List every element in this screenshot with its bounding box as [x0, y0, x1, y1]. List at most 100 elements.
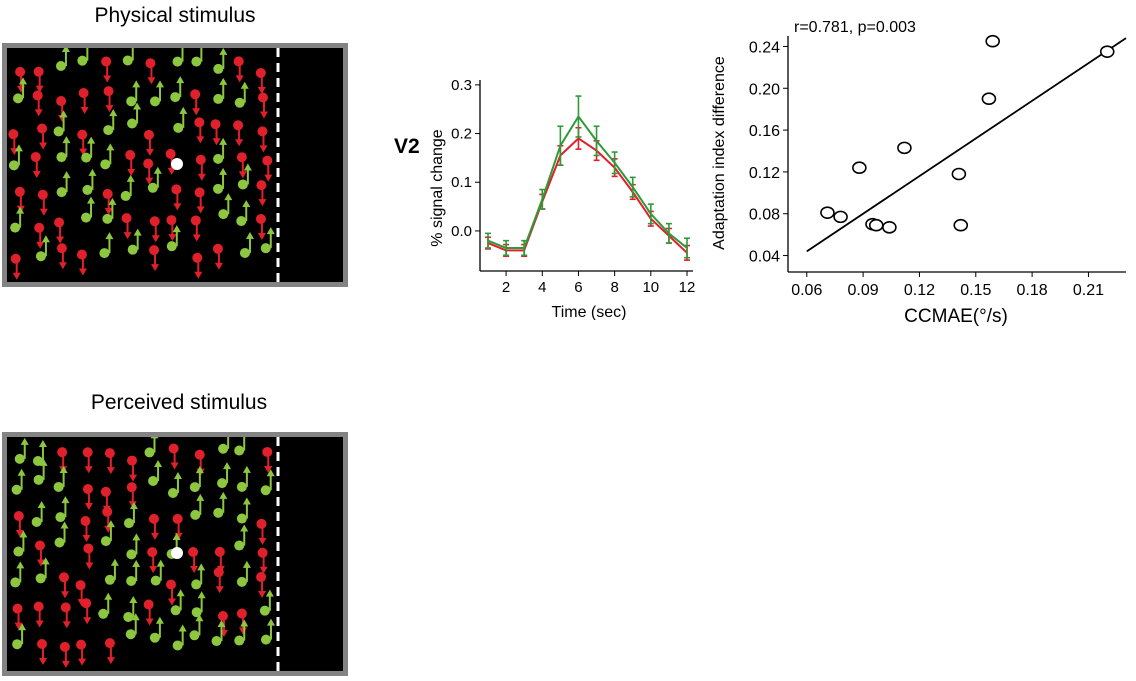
physical-stimulus-dots — [8, 48, 280, 282]
green-dot-arrow — [126, 80, 141, 107]
arrow-head — [258, 199, 267, 207]
dot — [189, 630, 200, 641]
dot — [103, 86, 114, 97]
perceived-stimulus-dots — [10, 437, 280, 671]
green-dot-arrow — [12, 623, 27, 650]
green-dot-arrow — [150, 559, 165, 586]
red-dot-arrow — [76, 249, 87, 276]
dot — [8, 129, 19, 140]
red-dot-arrow — [127, 455, 138, 482]
arrow-head — [196, 206, 205, 214]
green-dot-arrow — [98, 592, 113, 619]
arrow-head — [18, 623, 27, 631]
arrow-head — [264, 174, 273, 182]
arrow-head — [154, 459, 163, 467]
dot — [56, 152, 67, 163]
arrow-head — [56, 236, 65, 244]
dot — [37, 123, 48, 134]
red-dot-arrow — [257, 92, 268, 119]
dot — [236, 576, 247, 587]
arrow-head — [266, 469, 275, 477]
green-dot-arrow — [260, 469, 275, 496]
arrow-head — [170, 462, 179, 470]
arrow-head — [133, 102, 142, 110]
green-dot-arrow — [236, 465, 251, 492]
arrow-head — [223, 462, 232, 470]
timecourse-series-1-line — [487, 137, 688, 254]
v2-region-label: V2 — [394, 135, 420, 158]
arrow-head — [104, 592, 113, 600]
arrow-head — [123, 232, 132, 240]
arrow-head — [110, 558, 119, 566]
arrow-head — [176, 589, 185, 597]
dot — [125, 150, 136, 161]
arrow-head — [196, 136, 205, 144]
dot — [12, 639, 23, 650]
arrow-head — [129, 474, 138, 482]
arrow-head — [242, 560, 251, 568]
arrow-head — [59, 110, 68, 118]
red-dot-arrow — [255, 213, 266, 240]
arrow-head — [106, 467, 115, 475]
green-dot-arrow — [147, 166, 162, 193]
y-tick-label: 0.12 — [749, 165, 780, 182]
arrow-head — [80, 106, 89, 114]
dot — [59, 641, 70, 652]
timecourse-series — [485, 95, 690, 261]
y-tick-label: 0.24 — [749, 39, 780, 56]
dot — [211, 636, 222, 647]
dot — [256, 572, 267, 583]
dot — [123, 611, 134, 622]
arrow-head — [259, 145, 268, 153]
dot — [259, 605, 270, 616]
arrow-head — [150, 532, 159, 540]
y-tick-label: 0.0 — [451, 223, 472, 240]
dot — [33, 601, 44, 612]
dot — [260, 485, 271, 496]
y-tick-label: 0.04 — [749, 249, 780, 266]
green-dot-arrow — [56, 171, 71, 198]
timecourse-series-2-errorbar — [503, 239, 510, 257]
arrow-head — [245, 231, 254, 239]
arrow-head — [41, 557, 50, 565]
arrow-head — [167, 167, 176, 175]
red-dot-arrow — [102, 188, 113, 215]
arrow-head — [19, 77, 28, 85]
green-dot-arrow — [10, 561, 25, 588]
dot — [260, 243, 271, 254]
arrow-head — [34, 109, 43, 117]
red-dot-arrow — [32, 90, 43, 117]
dot — [148, 475, 159, 486]
x-tick-label: 6 — [574, 279, 582, 296]
arrow-head — [155, 616, 164, 624]
perceived-stimulus-title: Perceived stimulus — [90, 391, 268, 414]
red-dot-arrow — [145, 58, 156, 85]
arrow-head — [79, 148, 88, 156]
dot — [100, 536, 111, 547]
arrow-head — [150, 437, 159, 439]
arrow-head — [39, 657, 48, 665]
green-dot-arrow — [167, 471, 182, 498]
red-dot-arrow — [37, 123, 48, 150]
red-dot-arrow — [210, 119, 221, 146]
dot — [53, 481, 64, 492]
dot — [35, 573, 46, 584]
green-dot-arrow — [54, 521, 69, 548]
red-dot-arrow — [60, 602, 71, 629]
red-dot-arrow — [33, 66, 44, 93]
scatter-point — [953, 218, 969, 232]
red-dot-arrow — [168, 443, 179, 470]
arrow-head — [108, 197, 117, 205]
arrow-head — [192, 108, 201, 116]
green-dot-arrow — [14, 437, 29, 464]
dot — [13, 546, 24, 557]
arrow-head — [62, 171, 71, 179]
arrow-head — [36, 241, 45, 249]
red-dot-arrow — [82, 447, 93, 474]
arrow-head — [131, 613, 140, 621]
scatter-point — [1099, 45, 1115, 58]
dot — [103, 125, 114, 136]
dot — [190, 89, 201, 100]
red-dot-arrow — [166, 215, 177, 242]
perceived-stimulus-display — [2, 432, 348, 676]
